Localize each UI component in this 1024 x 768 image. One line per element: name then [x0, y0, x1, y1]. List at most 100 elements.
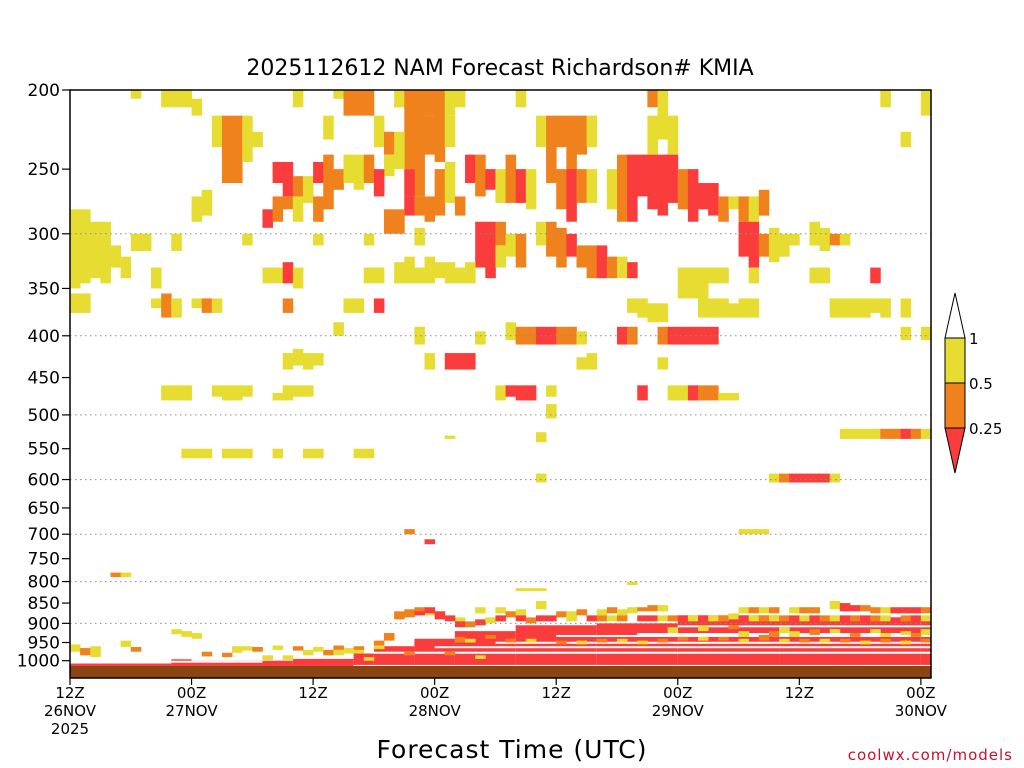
ri-cell: [789, 473, 800, 483]
ri-cell: [394, 209, 405, 234]
boundary-layer-band: [70, 663, 172, 666]
ri-cell: [465, 353, 476, 370]
ri-cell: [262, 209, 273, 228]
colorbar-legend: 1 0.5 0.25: [944, 292, 1002, 474]
ri-cell: [535, 432, 547, 443]
boundary-layer-band: [191, 660, 293, 666]
ri-cell: [677, 169, 689, 210]
boundary-layer-band: [292, 658, 354, 666]
ri-cell: [586, 353, 598, 370]
ri-cell: [171, 385, 182, 401]
ri-cell: [333, 645, 344, 650]
y-tick-label: 200: [28, 81, 60, 101]
ri-cell: [546, 404, 557, 419]
ri-cell: [698, 298, 709, 318]
ri-cell: [404, 169, 415, 197]
ri-cell: [414, 611, 425, 616]
ri-cell: [647, 154, 658, 210]
ri-cell: [627, 607, 638, 614]
ri-cell: [384, 131, 395, 155]
ri-cell: [748, 196, 760, 222]
ri-cell: [768, 631, 780, 637]
ri-cell: [495, 169, 506, 203]
ri-cell: [637, 640, 648, 645]
plot-frame: [69, 89, 932, 679]
ri-cell: [566, 169, 577, 222]
ri-cell: [343, 154, 355, 184]
ri-cell: [637, 607, 648, 612]
ri-cell: [900, 640, 912, 645]
ri-cell: [171, 629, 182, 635]
ri-cell: [475, 154, 486, 197]
ri-cell: [120, 256, 132, 279]
ri-cell: [647, 90, 658, 108]
ri-cell: [353, 448, 365, 459]
ri-cell: [394, 262, 405, 284]
ri-cell: [870, 615, 881, 622]
ri-cell: [181, 631, 192, 637]
ri-cell: [849, 633, 861, 637]
ri-cell: [677, 267, 689, 299]
ri-cell: [687, 169, 699, 222]
ri-cell: [485, 221, 496, 279]
ri-cell: [424, 256, 436, 284]
ri-cell: [454, 353, 466, 370]
ri-cell: [829, 600, 841, 610]
ri-cell: [454, 636, 466, 643]
ri-cell: [475, 619, 486, 626]
ri-cell: [434, 262, 446, 279]
ri-cell: [363, 233, 375, 246]
y-tick-label: 550: [28, 440, 60, 460]
ri-cell: [90, 221, 101, 279]
ri-cell: [698, 326, 709, 345]
ri-cell: [576, 115, 587, 155]
ri-cell: [475, 607, 486, 614]
ri-cell: [566, 611, 577, 618]
ri-cell: [606, 607, 618, 614]
ri-cell: [333, 90, 344, 99]
ri-cell: [920, 638, 932, 643]
ri-cell: [839, 298, 851, 318]
y-tick-label: 1000: [17, 652, 60, 672]
ri-cell: [566, 615, 577, 622]
ri-cell: [718, 298, 729, 318]
ri-cell: [809, 615, 820, 622]
ri-cell: [252, 646, 263, 652]
ri-cell: [657, 115, 669, 140]
ri-cell: [799, 615, 810, 622]
ri-cell: [698, 625, 709, 632]
ri-cell: [313, 448, 324, 459]
band-gap: [637, 633, 931, 636]
ri-cell: [738, 615, 750, 622]
ri-cell: [515, 615, 527, 622]
x-tick-label: 30NOV: [895, 702, 948, 720]
ri-cell: [687, 267, 699, 299]
ri-cell: [414, 267, 425, 284]
ri-cell: [738, 529, 750, 535]
ri-cell: [880, 428, 891, 439]
ri-cell: [657, 615, 669, 622]
ri-cell: [728, 613, 739, 620]
ri-cell: [323, 649, 334, 656]
ri-cell: [424, 196, 436, 222]
ri-cell: [849, 428, 861, 439]
ri-cell: [829, 298, 841, 318]
ri-cell: [596, 638, 608, 643]
ri-cell: [414, 90, 425, 197]
ri-cell: [758, 607, 770, 614]
ri-cell: [799, 638, 810, 643]
ri-cell: [272, 161, 284, 184]
x-tick-label: 12Z: [298, 684, 327, 702]
ri-cell: [606, 615, 618, 622]
ri-cell: [546, 615, 557, 622]
ri-cell: [242, 646, 253, 651]
ri-cell: [292, 267, 304, 289]
ri-cell: [687, 385, 699, 401]
ri-cell: [313, 196, 324, 222]
ri-cell: [799, 607, 810, 614]
ri-cell: [535, 600, 547, 610]
ri-cell: [191, 298, 203, 309]
ri-cell: [333, 322, 344, 336]
credit-link[interactable]: coolwx.com/models: [848, 746, 1013, 764]
